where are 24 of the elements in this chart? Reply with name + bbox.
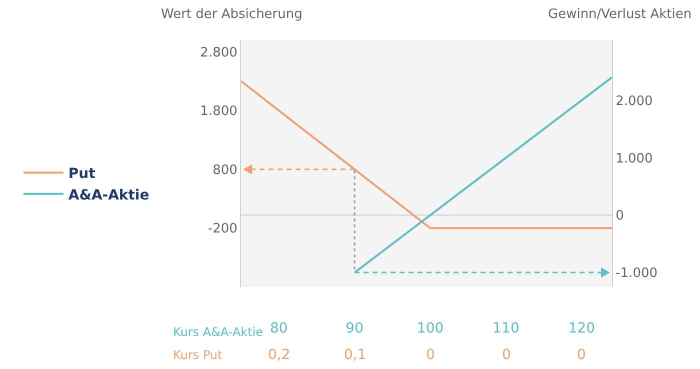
text: 0 [426,347,435,363]
x-tick-label: 100 [416,320,444,337]
y-tick-label: 2.800 [200,45,238,60]
text: 0 [502,347,511,363]
legend-label: Put [68,166,96,182]
x-tick-label: 90 [346,320,364,337]
text: 0,2 [268,347,290,363]
y2-tick-label: 1.000 [616,151,653,166]
y2-tick-label: -1.000 [616,266,658,282]
y2-axis-title: Gewinn/Verlust Aktien [548,7,692,22]
text: 0,1 [344,347,366,363]
y2-tick-label: 0 [616,208,624,224]
y-tick-label: -200 [208,222,238,237]
x-tick-label: 110 [492,320,520,337]
y2-tick-label: 2.000 [616,94,653,109]
y-tick-label: 800 [212,162,238,178]
text: Kurs Put [173,348,223,362]
x-tick-label: 80 [270,320,288,337]
x-tick-label: 120 [568,320,596,337]
x-axis-title: Kurs A&A-Aktie [173,325,264,339]
legend-label: A&A-Aktie [68,187,150,204]
y-tick-label: 1.800 [200,104,238,120]
y-axis-title: Wert der Absicherung [161,7,302,22]
text: 0 [577,347,586,363]
